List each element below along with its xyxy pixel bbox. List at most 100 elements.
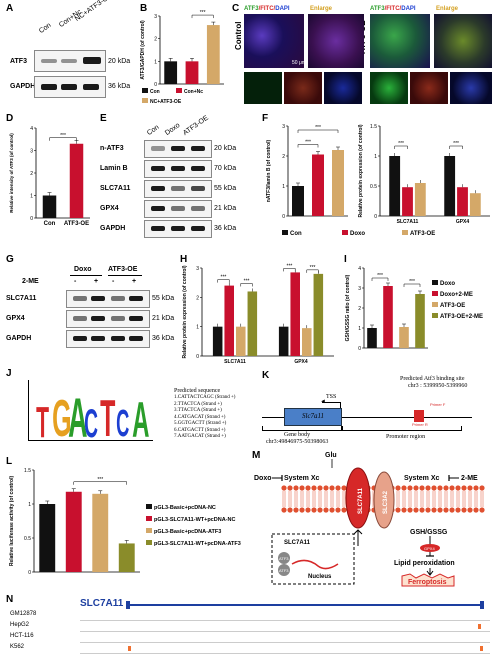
sig-label: *** [409, 279, 415, 285]
legend-swatch [432, 302, 438, 307]
bar [469, 193, 481, 216]
y-tick-label: 1 [374, 154, 377, 160]
kda-label: 55 kDa [214, 185, 237, 192]
legend-item: Con+Nc [184, 89, 203, 95]
channel-green-control [244, 72, 282, 104]
sig-label: *** [287, 263, 293, 269]
doxo-label: Doxo [254, 475, 272, 482]
legend-swatch [342, 230, 348, 235]
legend-swatch [176, 88, 182, 93]
legend-item: NC+ATF3-OE [150, 99, 182, 105]
y-tick-label: 1 [196, 325, 199, 331]
blot-row-label: GAPDH [100, 225, 126, 232]
glu-label: Glu [325, 452, 337, 459]
y-tick-label: 0 [28, 570, 31, 576]
bar [383, 286, 393, 348]
x-tick-label: GPX4 [294, 359, 308, 365]
panel-label-b: B [140, 3, 148, 14]
y-tick-label: 2 [196, 295, 199, 301]
gene-name: Slc7a11 [302, 412, 325, 420]
channel-blue-control [324, 72, 362, 104]
panel-label-l: L [6, 456, 13, 467]
kda-label: 55 kDa [152, 295, 175, 302]
legend-item: Doxo [440, 281, 455, 287]
legend-swatch [432, 291, 438, 296]
legend-swatch [402, 230, 408, 235]
svg-text:ATF3: ATF3 [279, 556, 289, 561]
sig-label: *** [60, 133, 66, 139]
y-tick-label: 3 [358, 286, 361, 292]
kda-label: 36 kDa [152, 335, 175, 342]
binding-site [414, 410, 424, 422]
bar [92, 493, 109, 572]
bar [313, 273, 324, 356]
y-tick-label: 4 [358, 266, 361, 272]
kda-label: 36 kDa [214, 225, 237, 232]
bar [414, 183, 426, 216]
x-tick-label: Con [44, 221, 56, 227]
legend-item: ATF3-OE [410, 231, 435, 237]
panel-a-blot: Con Con+Nc NC+ATF3-OE ATF3 20 kDa GAPDH … [10, 0, 130, 104]
system-xc-right: System Xc [404, 475, 440, 482]
y-tick-label: 1 [28, 502, 31, 508]
transporter-slc3a2: SLC3A2 [383, 490, 389, 514]
sig-label: *** [221, 275, 227, 281]
y-axis-label: ATF3/GAPDH (of control) [140, 20, 146, 80]
panel-label-j: J [6, 368, 12, 379]
bar [69, 143, 84, 218]
y-tick-label: 0 [282, 214, 285, 220]
group-label: Doxo [74, 266, 92, 273]
legend-item: Doxo+2-ME [440, 292, 473, 298]
svg-text:ATF3: ATF3 [279, 568, 289, 573]
x-tick-label: SLC7A11 [397, 219, 419, 225]
bar [415, 294, 425, 348]
bar [224, 285, 234, 356]
peak-mark [480, 646, 483, 651]
sig-label: *** [97, 477, 103, 483]
diagram-m: Glu Doxo System Xc System Xc 2-ME SLC7A1… [254, 452, 485, 587]
bar [206, 25, 220, 84]
bar [39, 504, 56, 572]
y-tick-label: 3 [196, 266, 199, 272]
panel-n-tracks: SLC7A11 GM12878 HepG2 HCT-116 K562 [10, 598, 494, 658]
logo-letter: A [68, 386, 88, 450]
lane-label: ATF3-OE [181, 114, 210, 137]
legend-item: Con [290, 231, 302, 237]
transporter-slc7a11: SLC7A11 [358, 487, 364, 514]
track-label: HCT-116 [10, 633, 34, 639]
peak-mark [478, 624, 481, 629]
x-tick-label: SLC7A11 [224, 359, 246, 365]
legend-swatch [432, 313, 438, 318]
y-tick-label: 0 [30, 216, 33, 222]
y-tick-label: 2 [358, 306, 361, 312]
sig-label: *** [377, 273, 383, 279]
y-axis-label: Relative protein expression (of control) [358, 124, 364, 217]
panel-label-n: N [6, 594, 14, 605]
tss-label: TSS [326, 394, 337, 400]
seq-item: 5.GGTGACTT (Strand +) [174, 421, 227, 426]
x-tick-label: ATF3-OE [64, 221, 89, 227]
bar [236, 326, 246, 356]
y-axis-label: Relative protein expression (of control) [182, 265, 188, 358]
channel-green-atf3 [370, 72, 408, 104]
y-tick-label: 2 [282, 154, 285, 160]
panel-label-h: H [180, 254, 188, 265]
channel-blue-atf3 [450, 72, 492, 104]
lane-label: Doxo [163, 121, 182, 137]
legend-swatch [146, 504, 152, 509]
legend-item: Doxo [350, 231, 365, 237]
y-tick-label: 2 [30, 171, 33, 177]
legend-item: pGL3-SLC7A11-WT+pcDNA-ATF3 [154, 541, 241, 547]
y-tick-label: 0.5 [370, 184, 377, 190]
blot-row-label: ATF3 [10, 58, 27, 65]
chart-l: 0 0.5 1 1.5 Relative luciferase activity (of… [9, 468, 241, 576]
bar [118, 543, 135, 572]
y-axis-label: Relative intensity of ATF3 (of control) [9, 133, 14, 213]
legend-swatch [432, 280, 438, 285]
bar [399, 327, 409, 348]
blot-row-label: GPX4 [6, 315, 25, 322]
sig-label: *** [453, 141, 459, 147]
y-tick-label: 3 [282, 124, 285, 130]
row-label-control: Control [234, 21, 243, 50]
legend-swatch [282, 230, 288, 235]
